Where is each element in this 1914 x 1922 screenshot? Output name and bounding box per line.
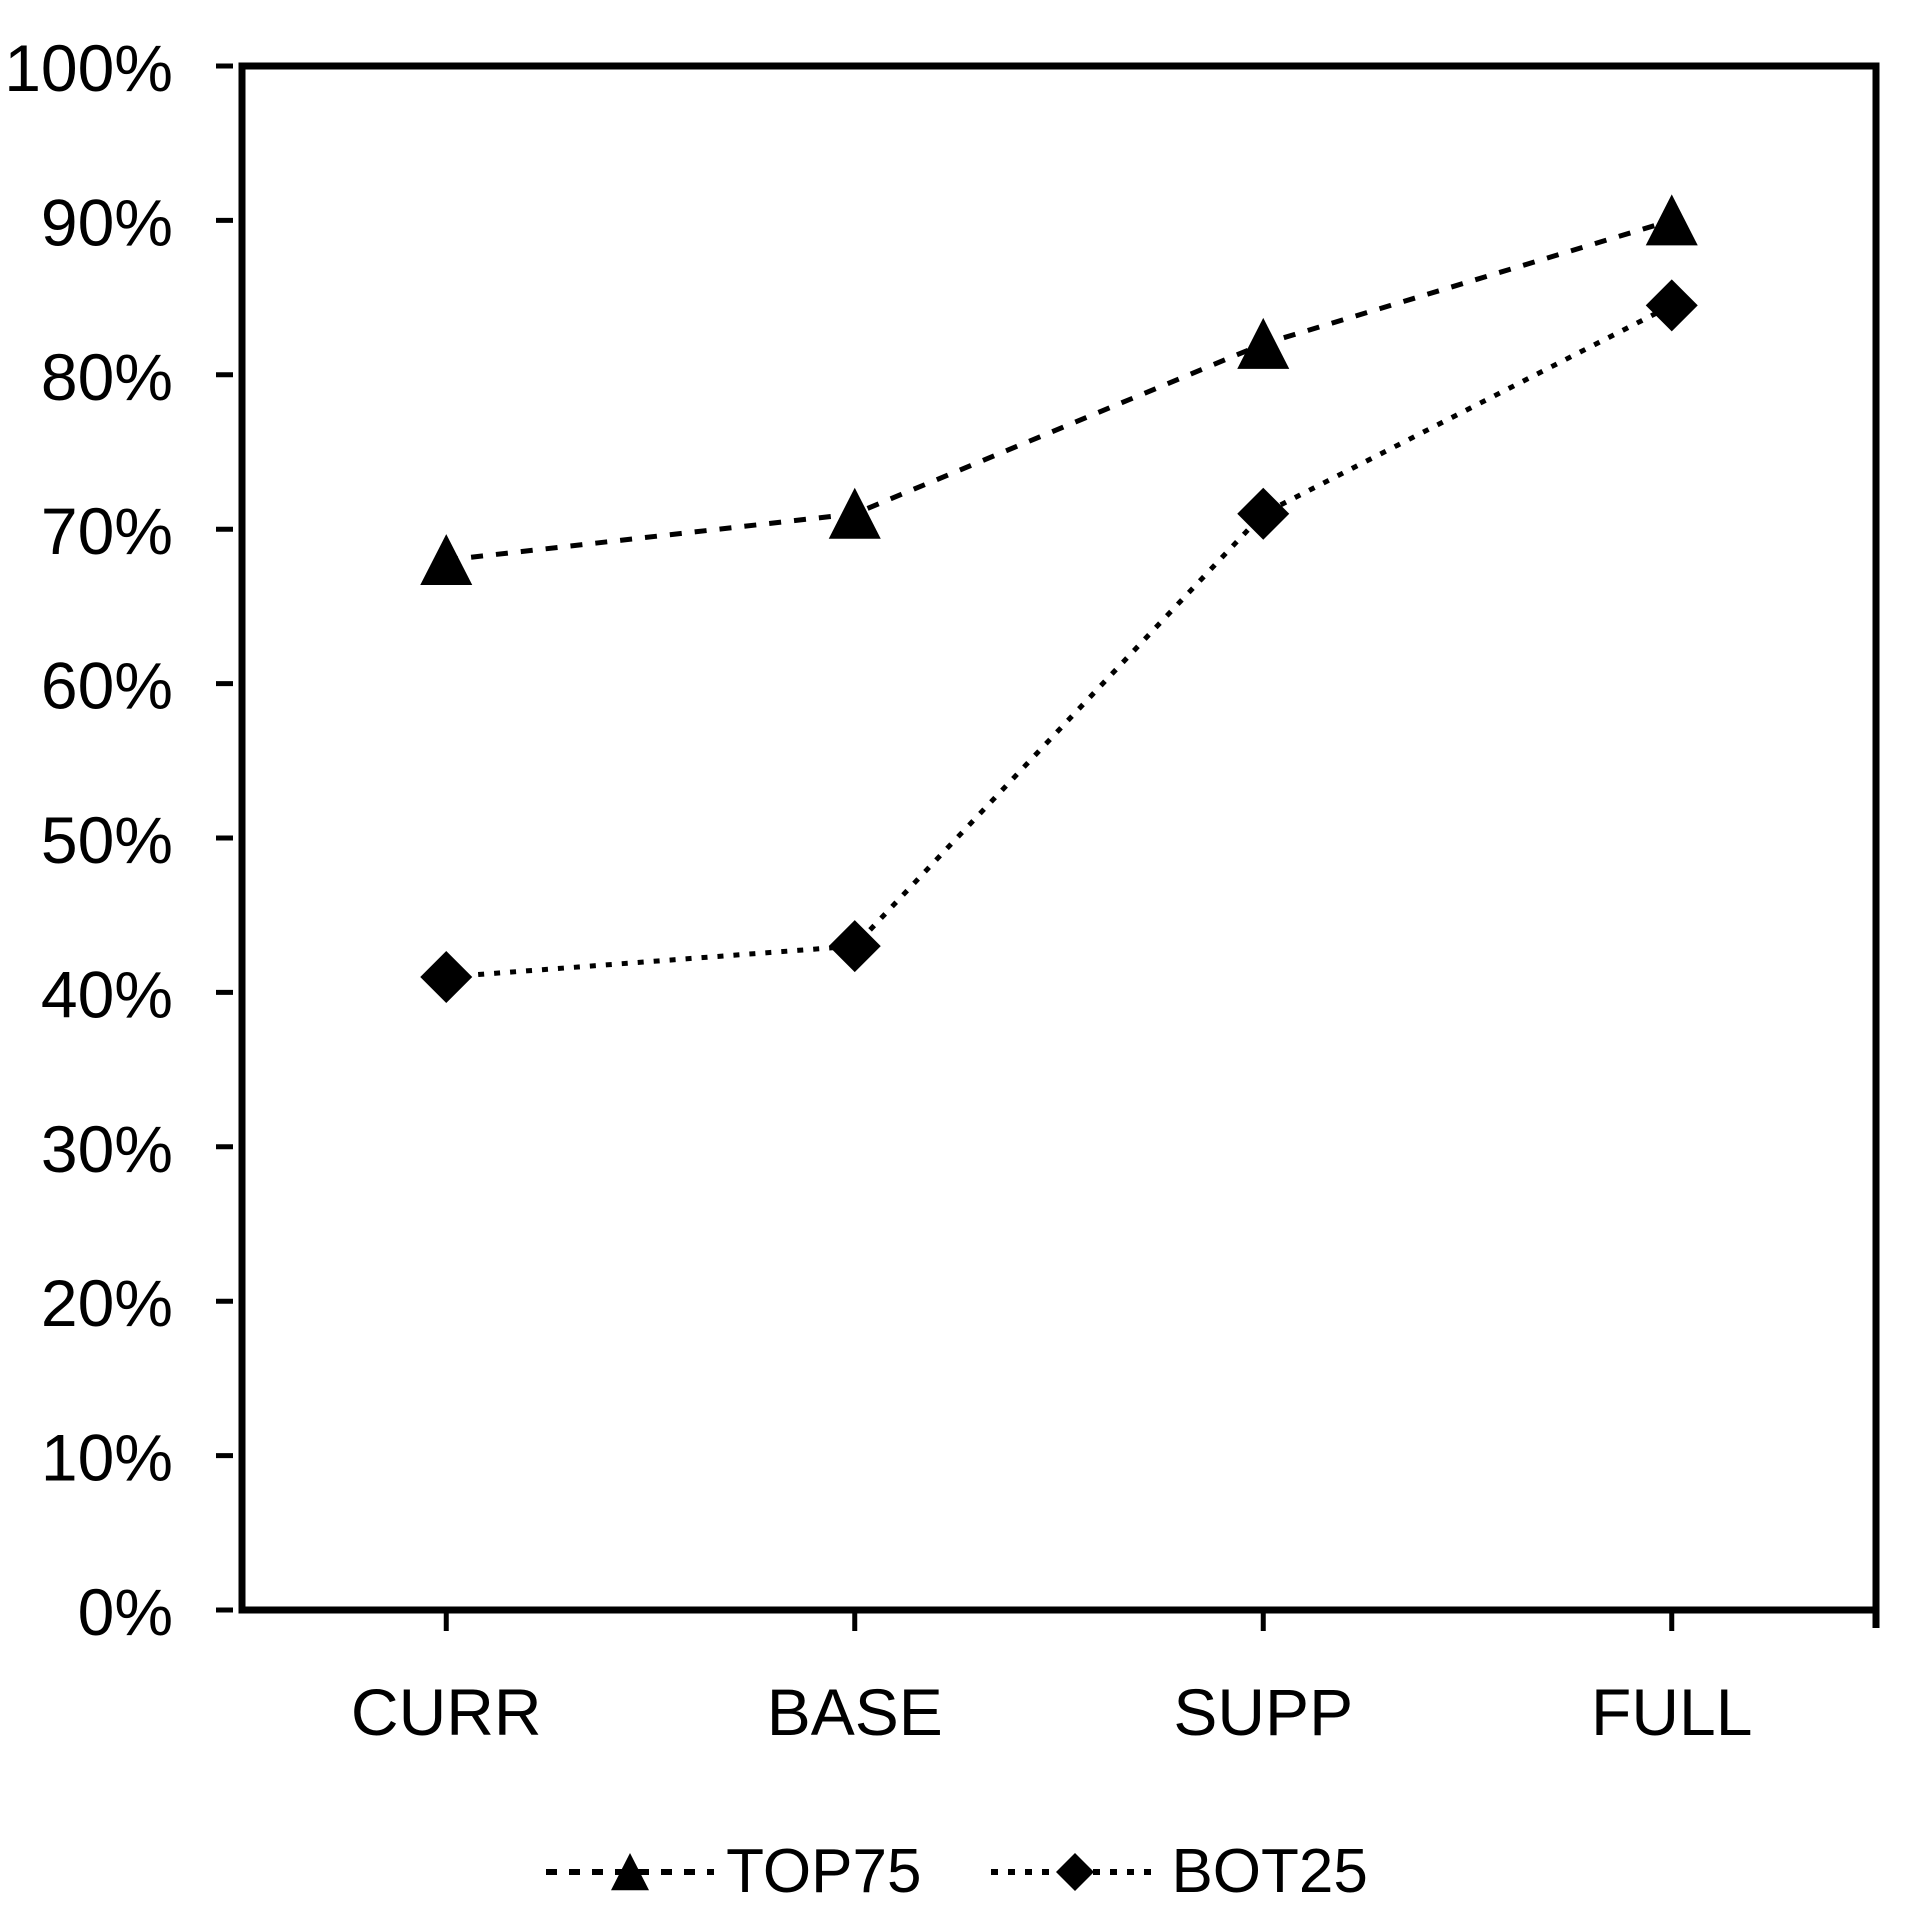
y-axis-tick-label: 100%	[4, 31, 173, 105]
x-axis-tick-label: FULL	[1591, 1675, 1752, 1749]
chart-legend: TOP75 BOT25	[0, 1836, 1914, 1907]
legend-triangle-marker	[611, 1852, 650, 1890]
triangle-marker-top75	[420, 534, 473, 586]
x-axis-tick-label: BASE	[767, 1675, 943, 1749]
legend-item-top75: TOP75	[546, 1836, 921, 1907]
diamond-marker-bot25	[828, 920, 881, 973]
diamond-marker-bot25	[1645, 279, 1698, 332]
triangle-marker-top75	[1645, 194, 1698, 246]
y-axis: 0% 10% 20% 30% 40% 50% 60% 70% 80% 90% 100%	[4, 31, 233, 1649]
legend-label-bot25: BOT25	[1171, 1837, 1368, 1906]
y-axis-tick-label: 40%	[41, 957, 173, 1031]
legend-item-bot25: BOT25	[991, 1836, 1368, 1907]
x-axis-tick-label: SUPP	[1173, 1675, 1353, 1749]
legend-label-top75: TOP75	[726, 1837, 922, 1906]
y-axis-tick-label: 70%	[41, 494, 173, 568]
diamond-marker-bot25	[1237, 487, 1290, 540]
dashed-line-triangle-marker-icon	[546, 1852, 715, 1890]
dotted-line-diamond-marker-icon	[991, 1852, 1160, 1891]
y-axis-tick-label: 60%	[41, 649, 173, 723]
y-axis-tick-label: 10%	[41, 1421, 173, 1495]
series-line-bot25	[446, 303, 1673, 980]
x-axis: CURR BASE SUPP FULL	[351, 1613, 1752, 1749]
x-axis-tick-label: CURR	[351, 1675, 542, 1749]
y-axis-tick-label: 20%	[41, 1266, 173, 1340]
legend-diamond-marker	[1056, 1852, 1095, 1891]
triangle-marker-top75	[828, 487, 881, 539]
series-line-top75	[445, 218, 1673, 563]
triangle-marker-top75	[1237, 317, 1290, 369]
y-axis-tick-label: 30%	[41, 1112, 173, 1186]
series-bot25	[420, 279, 1698, 1003]
y-axis-tick-label: 50%	[41, 803, 173, 877]
plot-border	[238, 62, 1880, 1614]
diamond-marker-bot25	[420, 950, 473, 1003]
y-axis-tick-label: 80%	[41, 340, 173, 414]
y-axis-tick-label: 90%	[41, 185, 173, 259]
y-axis-tick-label: 0%	[78, 1575, 173, 1649]
series-top75	[420, 194, 1698, 586]
